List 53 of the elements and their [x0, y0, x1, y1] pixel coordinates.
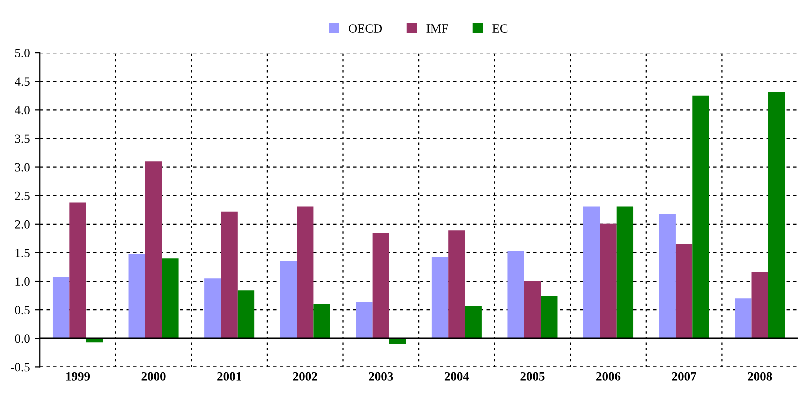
bar [372, 232, 390, 339]
bar [616, 206, 634, 339]
x-tick-label: 2004 [444, 372, 470, 381]
y-tick-label: 0.0 [15, 334, 30, 344]
bar [600, 224, 617, 339]
bar [448, 230, 466, 339]
x-tick-label: 2001 [218, 372, 242, 381]
bar [524, 282, 542, 339]
bar [145, 162, 162, 339]
bar [659, 214, 676, 339]
bar [508, 251, 524, 339]
y-tick-label: 2.0 [15, 220, 30, 229]
bar [52, 278, 70, 339]
bar [314, 304, 330, 339]
y-tick-label: 1.0 [16, 278, 30, 286]
y-tick-label: 1.5 [16, 249, 30, 258]
x-tick-label: 2000 [142, 372, 166, 381]
bar [204, 278, 222, 339]
x-tick-label: 2002 [293, 372, 318, 381]
bar [162, 258, 179, 339]
x-tick-label: 2006 [596, 372, 621, 381]
y-tick-label: 5.0 [15, 49, 30, 58]
bar [297, 206, 314, 339]
bar [692, 96, 710, 339]
y-tick-label: 0.5 [15, 306, 30, 315]
bar [735, 298, 752, 339]
bar [280, 260, 298, 339]
bar [541, 296, 558, 339]
y-tick-label: 2.5 [15, 192, 30, 200]
x-tick-label: 2005 [520, 372, 545, 381]
x-tick-label: 1999 [66, 372, 90, 381]
y-tick-label: -0.5 [11, 363, 30, 372]
legend-label: IMF [426, 24, 448, 33]
y-tick-label: 3.5 [15, 134, 30, 144]
x-tick-label: 2003 [369, 372, 394, 381]
bar [70, 202, 86, 339]
y-tick-label: 4.0 [14, 106, 30, 115]
bar [432, 258, 449, 339]
x-tick-label: 2008 [748, 372, 772, 381]
bar [221, 212, 238, 339]
bar [752, 272, 768, 339]
bar [768, 92, 786, 339]
bar [465, 306, 482, 339]
y-tick-label: 3.0 [15, 163, 30, 172]
bar [676, 244, 693, 339]
bar [356, 302, 373, 339]
y-tick-label: 4.5 [14, 78, 30, 86]
x-tick-label: 2007 [672, 372, 696, 381]
legend-label: OECD [349, 24, 382, 33]
legend-label: EC [492, 24, 508, 33]
bar [238, 290, 255, 339]
bar [128, 254, 146, 339]
bar [584, 206, 600, 339]
